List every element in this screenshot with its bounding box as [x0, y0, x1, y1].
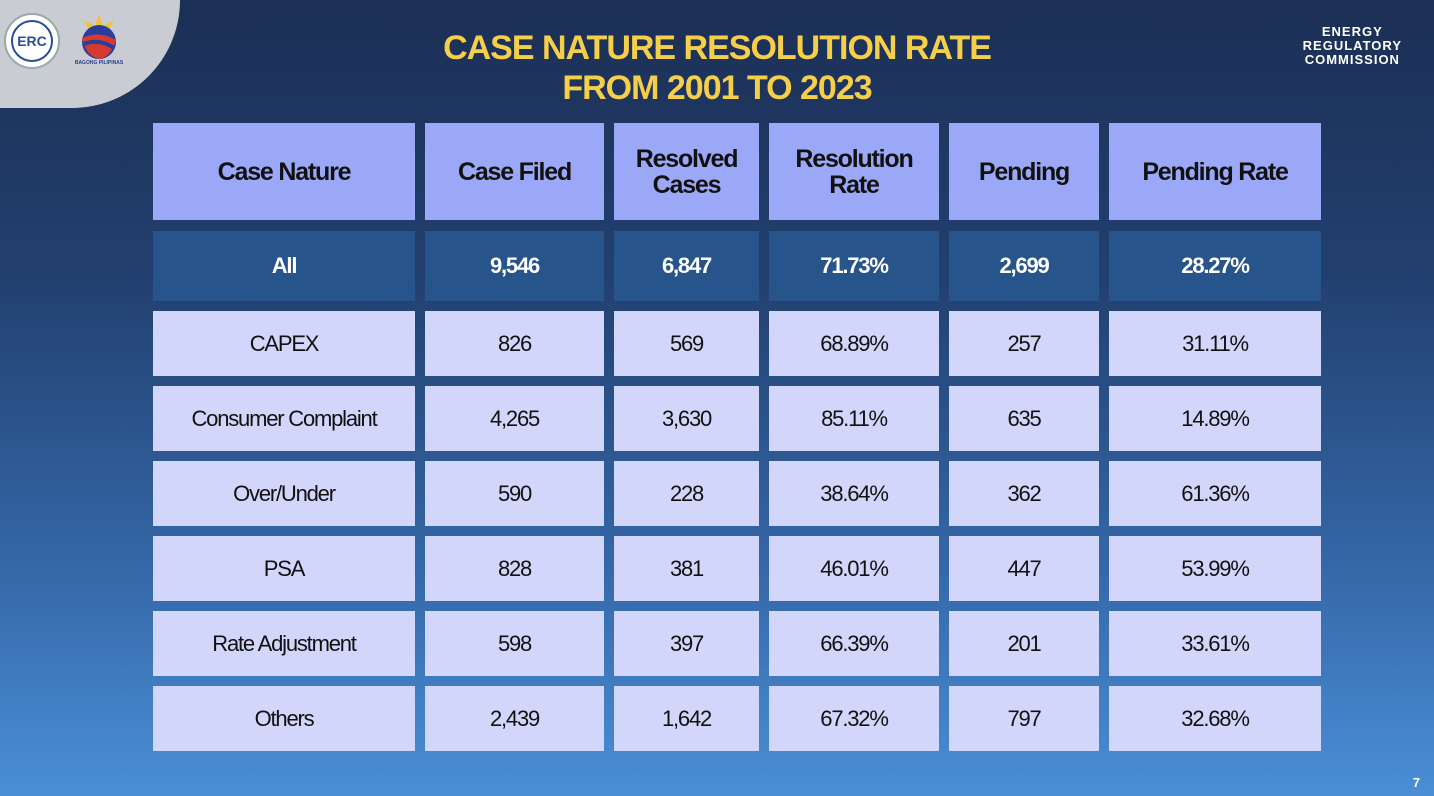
table-cell: 4,265 [425, 386, 604, 451]
table-cell: 14.89% [1109, 386, 1321, 451]
total-row-cell: 9,546 [425, 231, 604, 301]
column-header: Pending Rate [1109, 123, 1321, 220]
table-cell: 3,630 [614, 386, 759, 451]
table-cell: Consumer Complaint [153, 386, 415, 451]
table-cell: 381 [614, 536, 759, 601]
slide-title: CASE NATURE RESOLUTION RATE FROM 2001 TO… [0, 28, 1434, 108]
org-name: ENERGY REGULATORY COMMISSION [1303, 25, 1402, 67]
table-cell: Others [153, 686, 415, 751]
table-cell: 397 [614, 611, 759, 676]
column-header: Case Filed [425, 123, 604, 220]
page-number: 7 [1412, 775, 1420, 790]
table-cell: Over/Under [153, 461, 415, 526]
table-cell: CAPEX [153, 311, 415, 376]
table-cell: 38.64% [769, 461, 939, 526]
column-header: Resolved Cases [614, 123, 759, 220]
table-cell: 46.01% [769, 536, 939, 601]
total-row-cell: All [153, 231, 415, 301]
org-line-1: ENERGY [1321, 24, 1383, 39]
column-header: Case Nature [153, 123, 415, 220]
erc-seal-logo: ERC [4, 13, 60, 69]
table-cell: 32.68% [1109, 686, 1321, 751]
table-cell: 569 [614, 311, 759, 376]
column-header: Resolution Rate [769, 123, 939, 220]
title-line-1: CASE NATURE RESOLUTION RATE [443, 29, 992, 67]
table-cell: 2,439 [425, 686, 604, 751]
table-cell: 201 [949, 611, 1099, 676]
table-cell: 598 [425, 611, 604, 676]
table-cell: 85.11% [769, 386, 939, 451]
org-line-3: COMMISSION [1304, 52, 1400, 67]
table-cell: 447 [949, 536, 1099, 601]
table-cell: 257 [949, 311, 1099, 376]
bagong-pilipinas-logo [82, 14, 116, 59]
table-cell: 61.36% [1109, 461, 1321, 526]
table-cell: 828 [425, 536, 604, 601]
table-cell: 31.11% [1109, 311, 1321, 376]
total-row-cell: 6,847 [614, 231, 759, 301]
table-cell: 228 [614, 461, 759, 526]
table-cell: 53.99% [1109, 536, 1321, 601]
table-cell: 797 [949, 686, 1099, 751]
total-row-cell: 2,699 [949, 231, 1099, 301]
table-cell: 1,642 [614, 686, 759, 751]
erc-seal-text: ERC [11, 20, 53, 62]
table-cell: 67.32% [769, 686, 939, 751]
table-cell: 826 [425, 311, 604, 376]
table-cell: 362 [949, 461, 1099, 526]
total-row-cell: 28.27% [1109, 231, 1321, 301]
title-line-2: FROM 2001 TO 2023 [562, 69, 872, 107]
table-cell: 66.39% [769, 611, 939, 676]
column-header: Pending [949, 123, 1099, 220]
total-row-cell: 71.73% [769, 231, 939, 301]
table-cell: Rate Adjustment [153, 611, 415, 676]
table-cell: 590 [425, 461, 604, 526]
bagong-pilipinas-text: BAGONG PILIPINAS [74, 60, 124, 66]
table-cell: 33.61% [1109, 611, 1321, 676]
org-line-2: REGULATORY [1302, 38, 1402, 53]
table-cell: 635 [949, 386, 1099, 451]
table-cell: 68.89% [769, 311, 939, 376]
table-cell: PSA [153, 536, 415, 601]
